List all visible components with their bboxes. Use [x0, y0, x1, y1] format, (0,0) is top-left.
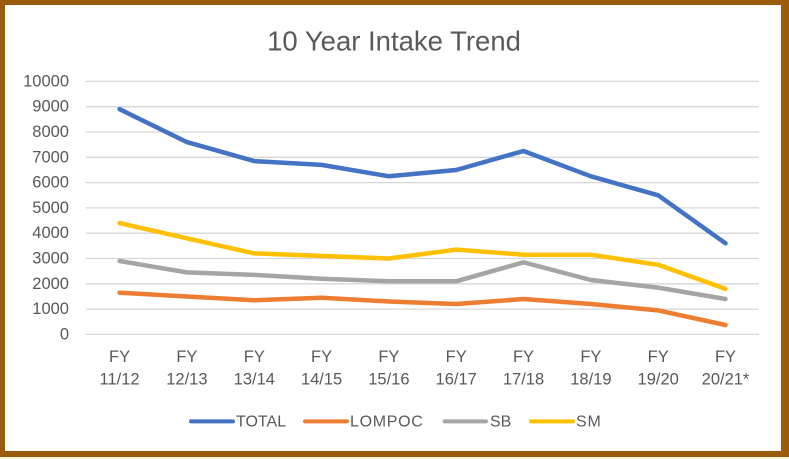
svg-text:FY: FY — [446, 348, 467, 366]
svg-text:5000: 5000 — [32, 199, 69, 217]
svg-text:FY: FY — [378, 348, 399, 366]
svg-text:13/14: 13/14 — [234, 371, 275, 389]
svg-text:19/20: 19/20 — [638, 371, 679, 389]
svg-text:3000: 3000 — [32, 250, 69, 268]
svg-text:FY: FY — [715, 348, 736, 366]
svg-text:6000: 6000 — [32, 174, 69, 192]
svg-text:15/16: 15/16 — [368, 371, 409, 389]
svg-text:12/13: 12/13 — [166, 371, 207, 389]
svg-text:20/21*: 20/21* — [702, 371, 750, 389]
svg-text:10000: 10000 — [23, 72, 69, 90]
svg-text:10 Year Intake Trend: 10 Year Intake Trend — [267, 26, 521, 57]
svg-text:FY: FY — [513, 348, 534, 366]
svg-text:4000: 4000 — [32, 224, 69, 242]
svg-text:14/15: 14/15 — [301, 371, 342, 389]
svg-text:9000: 9000 — [32, 98, 69, 116]
svg-text:7000: 7000 — [32, 148, 69, 166]
svg-text:11/12: 11/12 — [100, 371, 140, 389]
svg-text:18/19: 18/19 — [570, 371, 611, 389]
svg-text:FY: FY — [176, 348, 197, 366]
svg-text:8000: 8000 — [32, 123, 69, 141]
svg-text:0: 0 — [60, 325, 69, 343]
svg-text:FY: FY — [580, 348, 601, 366]
svg-text:1000: 1000 — [32, 300, 69, 318]
svg-text:SB: SB — [490, 414, 511, 431]
svg-text:FY: FY — [244, 348, 265, 366]
svg-text:LOMPOC: LOMPOC — [350, 414, 424, 431]
svg-text:16/17: 16/17 — [436, 371, 477, 389]
svg-text:2000: 2000 — [32, 275, 69, 293]
svg-text:SM: SM — [576, 414, 602, 431]
svg-text:17/18: 17/18 — [503, 371, 544, 389]
svg-text:FY: FY — [311, 348, 332, 366]
svg-text:TOTAL: TOTAL — [236, 414, 286, 431]
svg-text:FY: FY — [109, 348, 130, 366]
svg-text:FY: FY — [648, 348, 669, 366]
